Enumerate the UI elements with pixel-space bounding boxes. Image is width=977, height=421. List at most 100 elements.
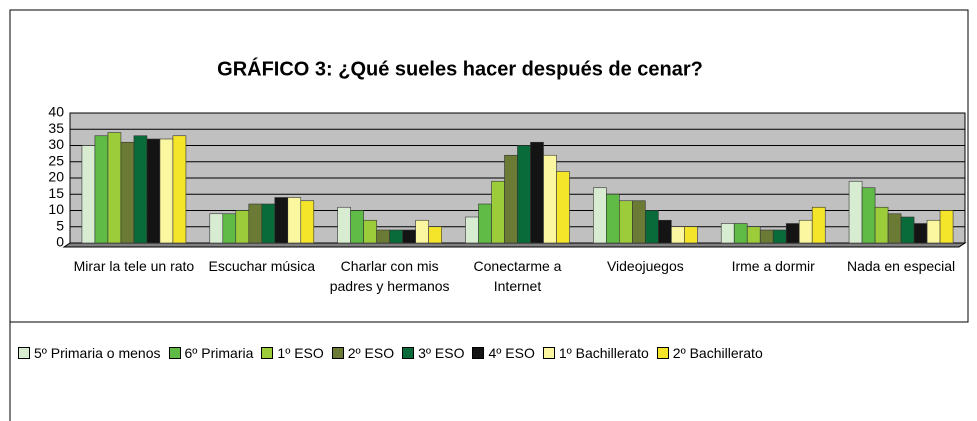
bar — [389, 229, 403, 244]
bar — [900, 216, 915, 244]
bar — [402, 229, 416, 244]
bar — [913, 223, 928, 244]
bar — [235, 210, 250, 244]
bar — [530, 141, 544, 244]
bar — [645, 210, 659, 244]
bar — [874, 206, 889, 244]
bar — [887, 213, 902, 244]
bar — [517, 145, 531, 244]
legend-label: 4º ESO — [488, 345, 535, 361]
bar — [746, 226, 761, 244]
bar — [274, 197, 289, 244]
y-tick-label: 20 — [48, 169, 64, 185]
frame — [9, 9, 969, 421]
y-tick-label: 0 — [56, 234, 64, 250]
legend-label: 2º ESO — [347, 345, 395, 361]
bar — [337, 206, 351, 244]
bar — [861, 187, 876, 244]
legend-item: 6º Primaria — [168, 345, 254, 361]
bar — [798, 219, 813, 244]
legend-item: 2º Bachillerato — [656, 345, 763, 361]
bar — [658, 219, 672, 244]
y-tick-label: 40 — [48, 104, 64, 120]
legend-item: 1º ESO — [261, 345, 324, 361]
bar — [811, 206, 826, 244]
legend-item: 5º Primaria o menos — [18, 345, 161, 361]
bar — [632, 200, 646, 244]
legend-swatch — [542, 347, 555, 359]
legend-label: 1º Bachillerato — [558, 345, 649, 361]
bar — [543, 154, 557, 244]
bar — [504, 154, 518, 244]
y-tick-label: 5 — [56, 217, 64, 233]
bar — [478, 203, 492, 244]
legend-label: 6º Primaria — [184, 345, 254, 361]
floor — [62, 242, 967, 248]
bar — [376, 229, 390, 244]
bar — [556, 171, 570, 244]
bar — [848, 180, 863, 244]
bar — [619, 200, 633, 244]
legend-item: 1º Bachillerato — [542, 345, 649, 361]
bar — [465, 216, 479, 244]
x-tick-label: Nada en especial — [846, 258, 956, 274]
legend-swatch — [261, 347, 274, 359]
x-tick-label: Charlar con mis padres y hermanos — [329, 258, 450, 294]
legend-swatch — [402, 347, 415, 359]
bar — [772, 229, 787, 244]
bar — [172, 135, 187, 244]
bar — [81, 145, 96, 244]
legend-swatch — [472, 347, 485, 359]
bar — [222, 213, 237, 244]
legend: 5º Primaria o menos 6º Primaria 1º ESO 2º E… — [18, 345, 763, 361]
y-tick-label: 30 — [48, 136, 64, 152]
bar — [926, 219, 941, 244]
bar — [209, 213, 224, 244]
bar — [261, 203, 276, 244]
legend-label: 5º Primaria o menos — [34, 345, 161, 361]
y-tick-label: 15 — [48, 185, 64, 201]
bar — [94, 135, 109, 244]
x-tick-label: Videojuegos — [606, 258, 684, 274]
bar — [785, 223, 800, 244]
bar — [159, 138, 174, 244]
legend-item: 3º ESO — [402, 345, 464, 361]
bar — [593, 187, 607, 244]
x-tick-label: Conectarme a Internet — [473, 258, 562, 294]
bar — [733, 223, 748, 244]
bar — [146, 138, 161, 244]
bar — [684, 226, 698, 244]
bar — [300, 200, 315, 244]
legend-swatch — [331, 347, 344, 359]
y-tick-label: 25 — [48, 152, 64, 168]
x-tick-label: Escuchar música — [208, 258, 316, 274]
legend-swatch — [18, 347, 30, 359]
bar — [939, 210, 954, 244]
bar — [107, 132, 122, 244]
bar — [120, 141, 135, 244]
bar — [415, 219, 429, 244]
chart-title: GRÁFICO 3: ¿Qué sueles hacer después de … — [217, 57, 703, 80]
legend-label: 3º ESO — [418, 345, 465, 361]
bar — [671, 226, 685, 244]
bar — [428, 226, 442, 244]
x-tick-label: Irme a dormir — [731, 258, 815, 274]
y-tick-label: 35 — [48, 120, 64, 136]
legend-item: 2º ESO — [331, 345, 395, 361]
bar — [363, 219, 377, 244]
legend-label: 2º Bachillerato — [672, 345, 763, 361]
bar — [133, 135, 148, 244]
y-tick-label: 10 — [48, 201, 64, 217]
bar — [491, 180, 505, 244]
x-tick-label: Mirar la tele un rato — [73, 258, 195, 274]
legend-swatch — [656, 347, 669, 359]
bar — [350, 210, 364, 244]
legend-item: 4º ESO — [472, 345, 535, 361]
bar — [287, 197, 302, 244]
legend-label: 1º ESO — [277, 345, 324, 361]
legend-swatch — [168, 347, 181, 359]
bar — [759, 229, 774, 244]
bar — [720, 223, 735, 244]
